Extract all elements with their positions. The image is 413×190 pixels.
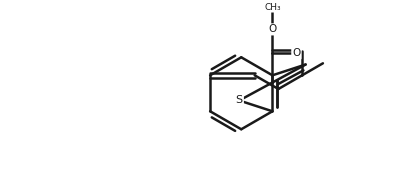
Text: S: S [235,96,242,105]
Text: O: O [268,24,276,34]
Text: CH₃: CH₃ [263,3,280,12]
Text: O: O [292,48,300,58]
